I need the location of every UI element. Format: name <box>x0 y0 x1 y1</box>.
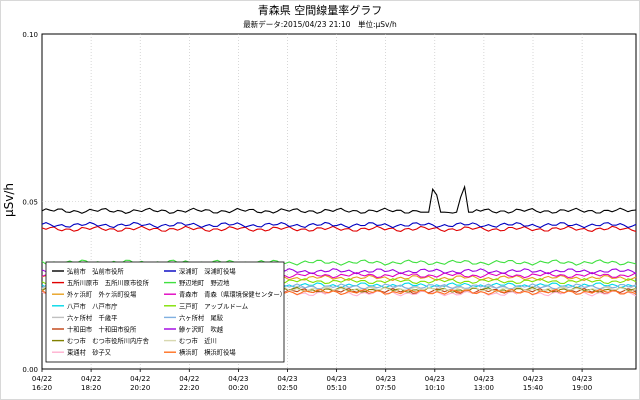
legend-label: むつ市 むつ市役所川内庁舎 <box>67 336 150 345</box>
legend-label: 五所川原市 五所川原市役所 <box>67 278 150 287</box>
legend-label: 八戸市 八戸市庁 <box>67 301 117 310</box>
x-tick-label: 16:20 <box>32 384 52 392</box>
x-tick-label: 04/23 <box>425 375 445 383</box>
y-tick-label: 0.00 <box>22 366 38 374</box>
y-tick-label: 0.05 <box>22 199 38 207</box>
legend-label: 六ヶ所村 尾駮 <box>179 313 224 322</box>
x-tick-label: 20:20 <box>130 384 150 392</box>
x-tick-label: 04/23 <box>572 375 592 383</box>
legend-label: 三戸町 アップルドーム <box>179 302 248 310</box>
x-tick-label: 04/22 <box>130 375 150 383</box>
legend-label: 十和田市 十和田市役所 <box>67 325 137 334</box>
x-tick-label: 04/22 <box>81 375 101 383</box>
legend-label: 野辺地町 野辺地 <box>179 278 230 287</box>
x-tick-label: 04/23 <box>277 375 297 383</box>
y-axis-label: μSv/h <box>2 183 16 217</box>
legend-label: 鰺ヶ沢町 吹越 <box>179 325 224 334</box>
x-tick-label: 04/23 <box>327 375 347 383</box>
series-line <box>41 184 637 214</box>
x-tick-label: 02:50 <box>277 384 297 392</box>
x-tick-label: 19:00 <box>572 384 592 392</box>
x-tick-label: 04/22 <box>32 375 52 383</box>
chart-title: 青森県 空間線量率グラフ <box>258 3 383 17</box>
x-tick-label: 10:10 <box>425 384 445 392</box>
legend-label: 青森市 青森（県環境保健センター） <box>179 290 286 299</box>
x-tick-label: 13:00 <box>474 384 494 392</box>
legend-label: 深浦町 深浦町役場 <box>179 267 236 276</box>
x-tick-label: 05:10 <box>327 384 347 392</box>
legend-label: 横浜町 横浜町役場 <box>179 348 236 357</box>
legend-label: 東通村 砂子又 <box>67 348 112 357</box>
x-tick-label: 04/22 <box>179 375 199 383</box>
legend-box <box>45 261 285 363</box>
series-line <box>41 221 637 229</box>
y-tick-label: 0.10 <box>22 31 38 39</box>
x-tick-label: 00:20 <box>228 384 248 392</box>
x-tick-label: 04/23 <box>474 375 494 383</box>
x-tick-label: 07:50 <box>376 384 396 392</box>
x-tick-label: 04/23 <box>376 375 396 383</box>
legend-label: 外ヶ浜町 外ヶ浜町役場 <box>67 290 137 299</box>
x-tick-label: 22:20 <box>179 384 199 392</box>
series-line <box>41 225 637 233</box>
chart-subtitle: 最新データ:2015/04/23 21:10 単位:μSv/h <box>243 19 397 29</box>
x-tick-label: 04/23 <box>228 375 248 383</box>
x-tick-label: 18:20 <box>81 384 101 392</box>
x-tick-label: 04/23 <box>523 375 543 383</box>
legend-label: むつ市 近川 <box>179 336 217 345</box>
legend-label: 弘前市 弘前市役所 <box>67 267 124 276</box>
series-line <box>41 259 637 266</box>
x-tick-label: 15:40 <box>523 384 543 392</box>
legend-label: 六ヶ所村 千歳平 <box>67 313 117 322</box>
